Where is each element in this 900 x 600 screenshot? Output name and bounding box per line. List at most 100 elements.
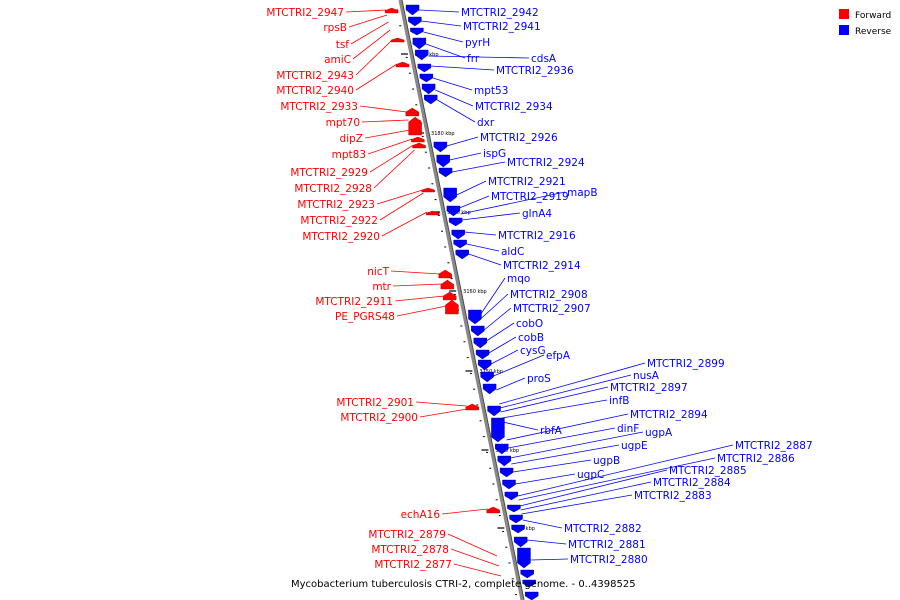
label-connector [415,401,467,407]
label-connector [481,293,509,319]
label-connector [453,563,502,577]
label-connector [456,180,487,196]
gene-label: MTCTRI2_2883 [634,490,712,502]
reverse-gene-block [507,504,521,513]
gene-label: MTCTRI2_2919 [491,191,569,203]
label-connector [496,377,526,391]
gene-label: MTCTRI2_2923 [297,199,375,211]
forward-gene-block [408,116,422,136]
scale-label: 3170 kbp [447,210,471,216]
forward-gene-block [438,269,452,279]
label-connector [493,354,545,377]
label-connector [500,386,609,413]
label-connector [376,189,423,205]
forward-gene-block [440,279,455,290]
label-connector [390,270,440,275]
gene-label: MTCTRI2_2886 [717,453,795,465]
gene-label: MTCTRI2_2878 [371,544,449,556]
gene-label: MTCTRI2_2934 [475,101,553,113]
gene-label: aldC [501,246,524,258]
gene-label: mapB [567,187,598,199]
gene-label: glnA4 [522,208,552,220]
reverse-gene-block [414,49,429,61]
gene-label: MTCTRI2_2911 [315,296,393,308]
reverse-gene-block [514,536,528,548]
label-connector [364,129,411,139]
gene-label: MTCTRI2_2907 [513,303,591,315]
gene-label: mqo [507,273,530,285]
gene-label: MTCTRI2_2880 [570,554,648,566]
forward-gene-block [411,136,425,143]
label-connector [425,43,466,59]
scale-label: 3140 kbp [496,448,520,454]
reverse-gene-block [497,455,511,467]
gene-label: echA16 [401,509,441,521]
forward-gene-block [384,7,399,14]
genome-backbone-shadow [401,0,525,600]
reverse-gene-block [491,417,505,443]
reverse-gene-block [509,514,523,524]
label-connector [423,31,464,43]
gene-label: PE_PGRS48 [335,311,395,323]
gene-labels: MTCTRI2_2947 rpsB tsf amiC MTCTRI2_2943 MTCTR… [266,7,813,577]
gene-label: ugpB [593,455,620,467]
gene-label: MTCTRI2_2924 [507,157,585,169]
label-connector [499,362,646,405]
reverse-gene-block [408,16,422,27]
gene-label: cysG [520,345,546,357]
reverse-gene-block [405,4,420,16]
label-connector [502,421,539,431]
reverse-gene-block [421,83,436,95]
gene-label: rpsB [323,22,347,34]
reverse-gene-block [520,569,534,579]
forward-gene-block [395,61,410,68]
forward-gene-block [442,291,457,301]
gene-label: MTCTRI2_2914 [503,260,581,272]
gene-label: MTCTRI2_2933 [280,101,358,113]
label-connector [441,508,488,515]
label-connector [396,305,447,317]
label-connector [446,136,479,147]
label-connector [350,21,389,45]
gene-features [384,4,539,600]
gene-label: MTCTRI2_2900 [340,412,418,424]
gene-label: MTCTRI2_2901 [336,397,414,409]
forward-gene-block [412,142,426,149]
label-connector [464,231,497,236]
map-caption: Mycobacterium tuberculosis CTRI-2, compl… [291,579,636,590]
forward-gene-block [426,210,440,216]
scale-label: 3180 kbp [431,131,455,137]
label-connector [345,9,387,13]
reverse-gene-block [475,349,490,360]
legend-reverse-swatch [839,25,849,35]
label-connector [508,427,616,449]
legend: Forward Reverse [839,9,892,37]
label-connector [447,533,498,557]
gene-label: mpt53 [474,85,508,97]
label-connector [486,322,515,342]
label-connector [519,469,668,507]
reverse-gene-block [436,154,450,168]
gene-label: ugpE [621,440,648,452]
reverse-gene-block [410,27,424,36]
gene-label: amiC [324,54,351,66]
gene-label: MTCTRI2_2908 [510,289,588,301]
label-connector [511,444,620,465]
gene-label: dxr [477,117,495,129]
forward-gene-block [445,299,459,315]
gene-label: MTCTRI2_2943 [276,70,354,82]
reverse-gene-block [424,94,438,105]
reverse-gene-block [522,579,536,588]
gene-label: MTCTRI2_2884 [653,477,731,489]
label-connector [352,29,391,60]
forward-gene-block [390,37,405,43]
reverse-gene-block [419,73,434,83]
gene-label: cdsA [531,53,557,65]
reverse-gene-block [446,205,461,217]
label-connector [518,457,716,501]
label-connector [379,192,424,221]
forward-gene-block [486,506,500,514]
gene-label: pyrH [465,37,490,49]
label-connector [499,374,632,409]
label-connector [355,63,398,91]
